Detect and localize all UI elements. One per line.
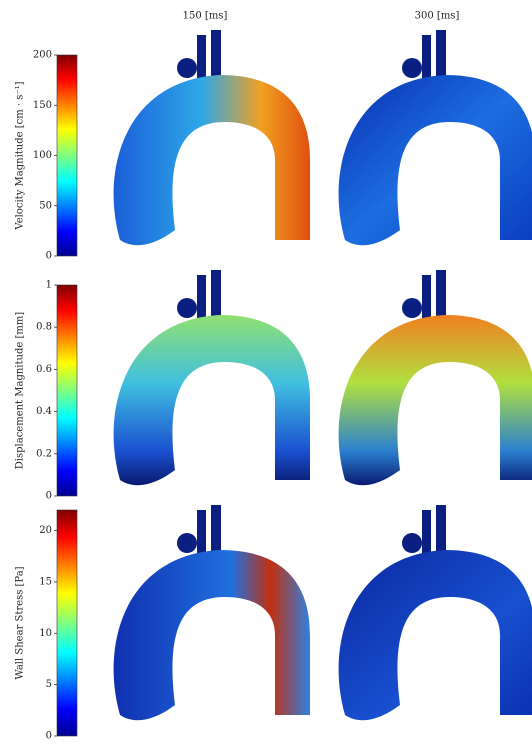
column-header: 150 [ms] bbox=[183, 11, 228, 22]
aorta-velocity-300 bbox=[339, 30, 532, 245]
tick-label: 150 bbox=[33, 100, 52, 111]
colorbar-label: Wall Shear Stress [Pa] bbox=[15, 566, 26, 679]
tick-label: 50 bbox=[39, 200, 52, 211]
aorta-renderings bbox=[114, 30, 532, 720]
tick-label: 0 bbox=[46, 731, 52, 741]
aorta-wss-300 bbox=[339, 505, 532, 720]
aorta-velocity-150 bbox=[114, 30, 310, 245]
aorta-displacement-150 bbox=[114, 270, 310, 485]
tick-label: 0 bbox=[46, 491, 52, 502]
tick-label: 5 bbox=[46, 679, 52, 690]
colorbar-label: Velocity Magnitude [cm · s⁻¹] bbox=[15, 81, 26, 230]
tick-label: 100 bbox=[33, 150, 52, 161]
figure: 150 [ms] 300 [ms] 050100150200Velocity M… bbox=[0, 0, 532, 740]
tick-label: 0.2 bbox=[36, 448, 52, 459]
tick-label: 20 bbox=[39, 525, 52, 536]
colorbar bbox=[57, 510, 77, 736]
column-header: 300 [ms] bbox=[415, 11, 460, 22]
colorbar bbox=[57, 55, 77, 256]
tick-label: 1 bbox=[46, 280, 52, 291]
colorbar bbox=[57, 285, 77, 496]
tick-label: 0.6 bbox=[36, 364, 52, 375]
tick-label: 200 bbox=[33, 50, 52, 61]
tick-label: 0.4 bbox=[36, 406, 52, 417]
aorta-wss-150 bbox=[114, 505, 310, 720]
tick-label: 10 bbox=[39, 628, 52, 639]
aorta-displacement-300 bbox=[339, 270, 532, 485]
colorbar-label: Displacement Magnitude [mm] bbox=[15, 312, 26, 470]
tick-label: 0 bbox=[46, 251, 52, 262]
tick-label: 15 bbox=[39, 576, 52, 587]
tick-label: 0.8 bbox=[36, 322, 52, 333]
